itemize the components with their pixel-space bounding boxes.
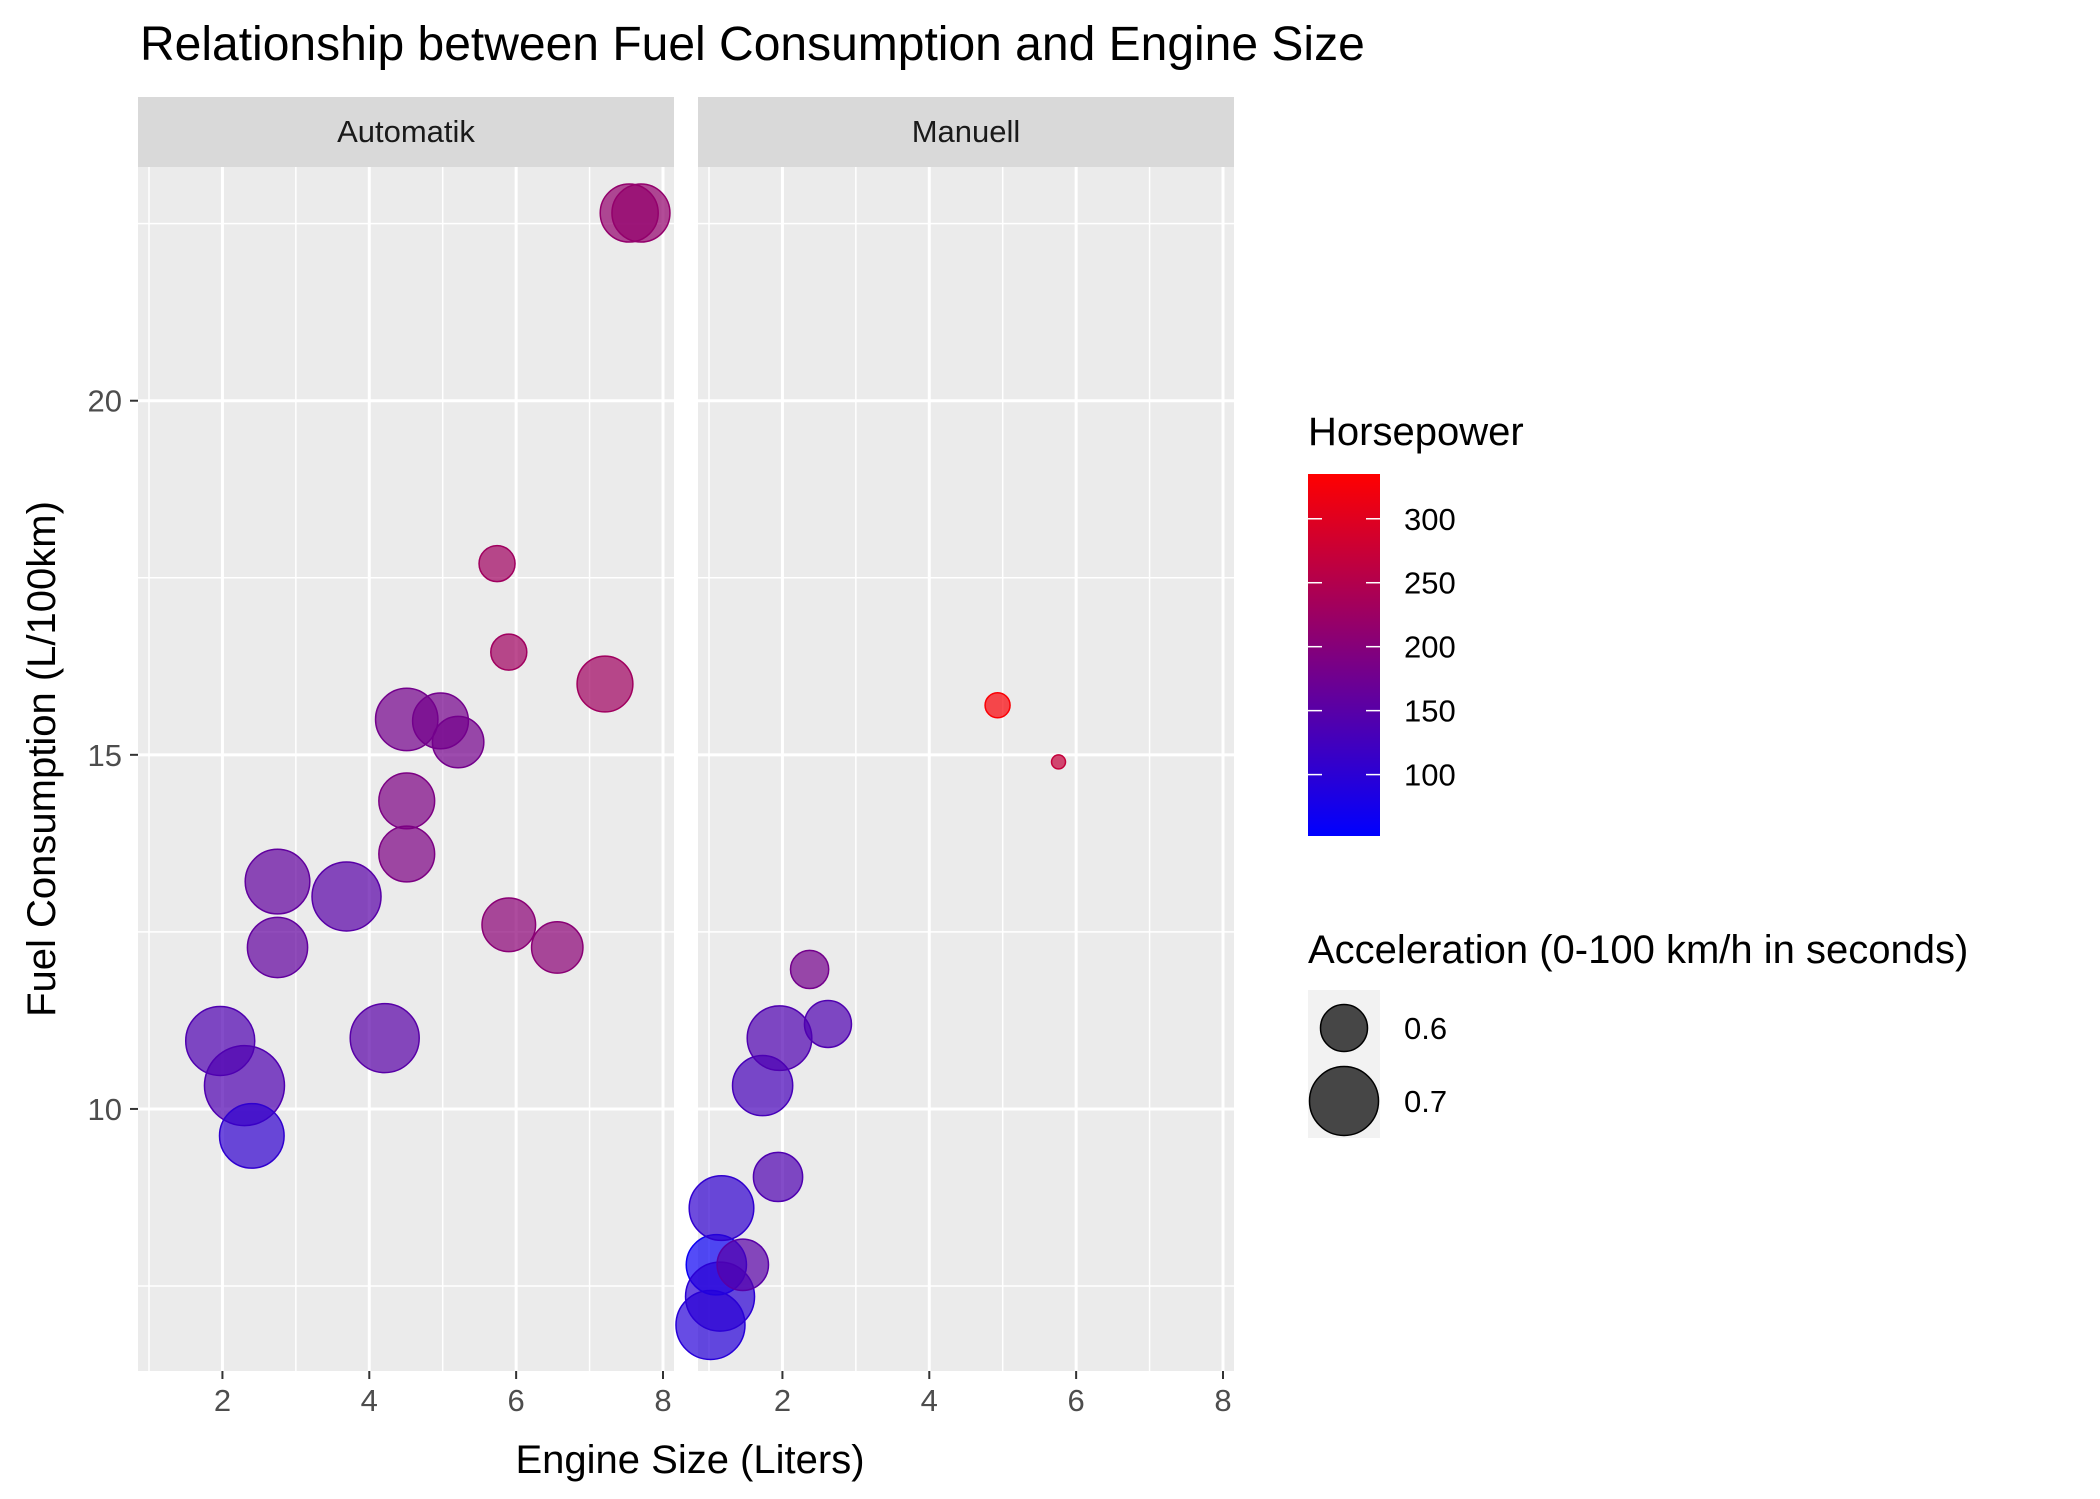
data-point [716, 1238, 770, 1292]
data-point [244, 848, 311, 915]
panel-automatik: Automatik 2 4 6 8 [138, 97, 674, 1418]
data-point [349, 1002, 420, 1074]
legend-colorbar [1308, 474, 1380, 836]
facet-strip [138, 97, 674, 167]
legend-size-key [1308, 1065, 1380, 1137]
data-point [611, 183, 671, 243]
data-point [218, 1102, 285, 1169]
colorbar-label: 200 [1404, 630, 1456, 665]
data-point [378, 825, 436, 883]
data-point [752, 1151, 804, 1203]
legend-horsepower-title: Horsepower [1308, 410, 1524, 454]
x-tick-label: 8 [654, 1383, 671, 1418]
y-tick-label: 20 [88, 384, 122, 419]
facet-strip-label: Manuell [912, 114, 1021, 149]
chart-title: Relationship between Fuel Consumption an… [140, 18, 1365, 71]
data-point [789, 949, 830, 990]
y-axis-title: Fuel Consumption (L/100km) [20, 501, 64, 1017]
panel-background [138, 167, 674, 1371]
y-tick-label: 10 [88, 1092, 122, 1127]
data-point [490, 633, 528, 671]
legend-size-keys: 0.6 0.7 [1308, 1003, 1447, 1137]
data-point [746, 1005, 813, 1072]
data-point [431, 715, 485, 769]
data-point [311, 861, 382, 932]
x-tick-label: 6 [508, 1383, 525, 1418]
x-tick-label: 2 [774, 1383, 791, 1418]
data-point [688, 1175, 755, 1242]
legend-size-label: 0.7 [1404, 1084, 1447, 1119]
data-point [530, 921, 584, 974]
data-point [1050, 754, 1067, 770]
legend-size-key [1319, 1003, 1369, 1053]
panels: Automatik 2 4 6 8 Manuell 2 4 6 8 10 15 20 [88, 97, 1234, 1418]
panel-manuell: Manuell 2 4 6 8 [675, 97, 1234, 1418]
legend-colorbar-ticks: 100 150 200 250 300 [1308, 502, 1456, 793]
facet-strip-label: Automatik [337, 114, 475, 149]
legend-horsepower: Horsepower 100 150 200 250 300 [1308, 410, 1524, 836]
data-point [984, 692, 1011, 719]
x-tick-label: 4 [921, 1383, 938, 1418]
data-point [576, 655, 634, 713]
legend-acceleration-title: Acceleration (0-100 km/h in seconds) [1308, 928, 1968, 972]
legend-acceleration: Acceleration (0-100 km/h in seconds) 0.6… [1308, 928, 1968, 1138]
data-point [478, 544, 516, 583]
data-point [481, 897, 537, 953]
data-point [378, 772, 436, 830]
facet-strip [698, 97, 1234, 167]
y-tick-label: 15 [88, 738, 122, 773]
x-tick-label: 2 [214, 1383, 231, 1418]
legend-size-label: 0.6 [1404, 1011, 1447, 1046]
colorbar-label: 300 [1404, 502, 1456, 537]
y-axis: 10 15 20 [88, 384, 138, 1127]
x-tick-label: 4 [361, 1383, 378, 1418]
x-axis-title: Engine Size (Liters) [515, 1438, 864, 1482]
data-point [803, 999, 853, 1049]
data-points [675, 692, 1067, 1361]
colorbar-label: 150 [1404, 694, 1456, 729]
data-point [246, 916, 309, 979]
data-points [184, 183, 671, 1169]
x-tick-label: 8 [1214, 1383, 1231, 1418]
colorbar-label: 100 [1404, 758, 1456, 793]
colorbar-label: 250 [1404, 566, 1456, 601]
x-tick-label: 6 [1068, 1383, 1085, 1418]
